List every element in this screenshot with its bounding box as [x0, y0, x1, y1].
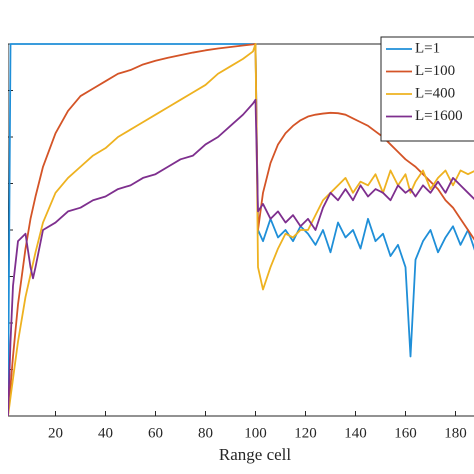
x-tick-label: 80 [198, 425, 213, 441]
legend-label: L=1600 [415, 108, 463, 124]
legend: L=1 L=100 L=400 L=1600 [380, 36, 474, 142]
data-line [8, 98, 474, 417]
legend-box [380, 36, 474, 142]
x-tick-label: 20 [48, 425, 63, 441]
x-tick-label: 160 [394, 425, 417, 441]
legend-label: L=100 [415, 63, 455, 79]
data-line [8, 43, 474, 417]
x-tick-label: 60 [148, 425, 163, 441]
legend-label: L=400 [415, 85, 455, 101]
plot-area [8, 43, 474, 417]
legend-label: L=1 [415, 40, 440, 56]
x-tick-label: 140 [344, 425, 367, 441]
x-tick-label: 100 [244, 425, 267, 441]
x-tick-label: 40 [98, 425, 113, 441]
x-tick-label: 120 [294, 425, 317, 441]
x-axis-label: Range cell [219, 445, 291, 464]
data-line [8, 43, 474, 417]
x-tick-label: 180 [444, 425, 467, 441]
